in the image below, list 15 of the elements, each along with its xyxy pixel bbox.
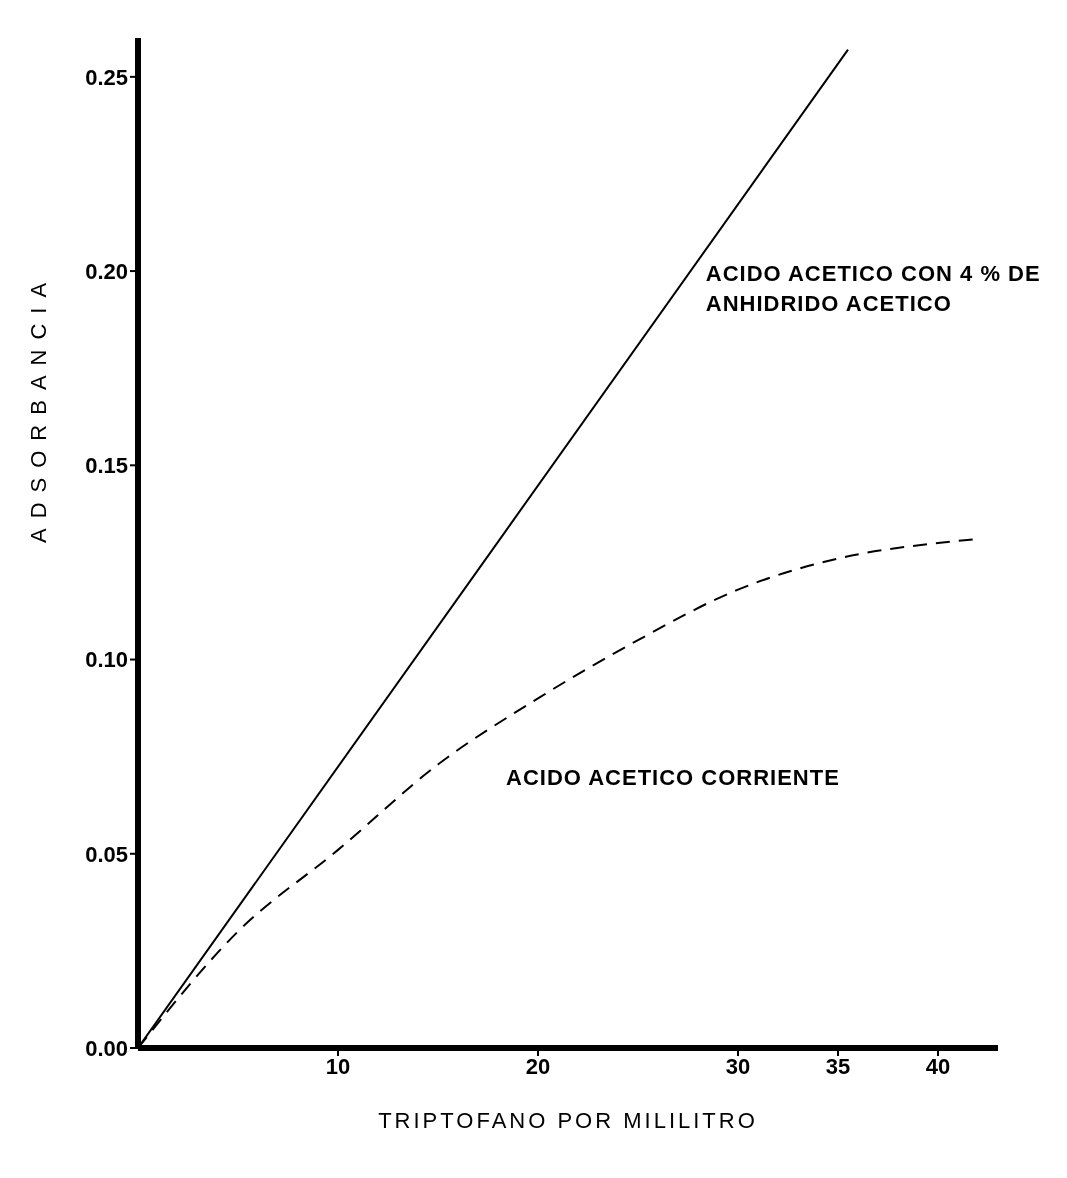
series-label: ACIDO ACETICO CORRIENTE xyxy=(506,763,841,792)
y-tick-label: 0.25 xyxy=(85,64,128,90)
x-tick-label: 20 xyxy=(525,1053,551,1079)
y-axis-title: ADSORBANCIA xyxy=(25,272,51,543)
x-axis-title: TRIPTOFANO POR MILILITRO xyxy=(378,1108,758,1133)
y-tick-label: 0.05 xyxy=(85,841,128,867)
x-tick-label: 40 xyxy=(925,1053,951,1079)
y-tick-label: 0.00 xyxy=(85,1035,128,1061)
y-tick-label: 0.20 xyxy=(85,258,128,284)
x-tick-label: 30 xyxy=(725,1053,751,1079)
y-tick-label: 0.10 xyxy=(85,647,128,673)
x-tick-label: 35 xyxy=(825,1053,851,1079)
x-tick-label: 10 xyxy=(325,1053,351,1079)
y-tick-label: 0.15 xyxy=(85,453,128,479)
series-label: ACIDO ACETICO CON 4 % DE ANHIDRIDO ACETICO xyxy=(705,260,1042,319)
